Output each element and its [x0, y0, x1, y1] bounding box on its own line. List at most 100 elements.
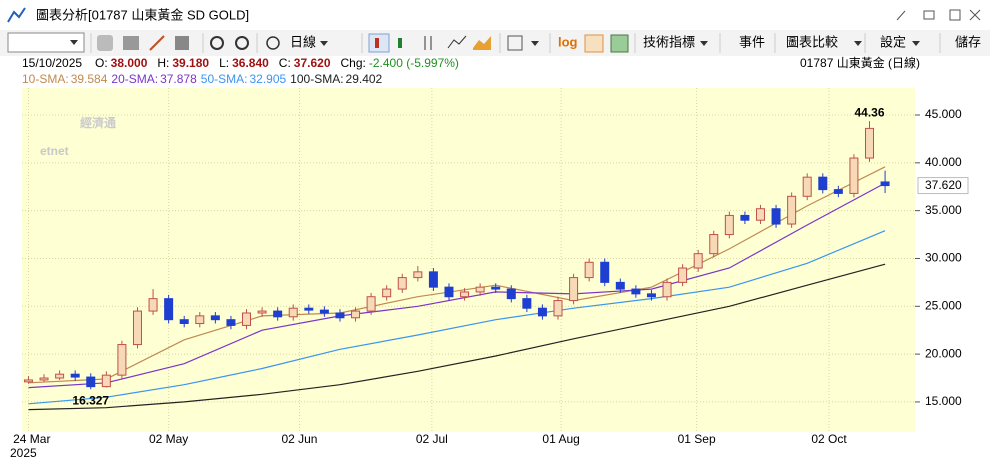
ma-line [28, 230, 886, 405]
y-tick-label: 30.000 [925, 251, 962, 265]
candle-body [646, 293, 656, 298]
candle-body [506, 288, 516, 300]
pin-button[interactable] [896, 10, 906, 21]
arrow [320, 41, 920, 46]
candle-body [55, 373, 65, 379]
legend-value: 29.402 [346, 72, 383, 86]
x-tick-label: 01 Sep [678, 432, 716, 446]
ohlc-icon[interactable] [424, 36, 432, 50]
candle-body [475, 286, 485, 293]
info-value: -2.400 (-5.997%) [369, 56, 459, 70]
info-value: 39.180 [172, 56, 209, 70]
candle-body [242, 312, 252, 326]
compare-button[interactable]: 圖表比較 [786, 34, 838, 49]
info-line: O: 38.000 H: 39.180 L: 36.840 C: 37.620 Chg: -2.4… [95, 56, 459, 70]
period-button[interactable]: 日線 [290, 34, 316, 49]
export-icon[interactable] [610, 34, 629, 53]
legend-name: 100-SMA: [290, 72, 343, 86]
info-value: 37.620 [294, 56, 331, 70]
info-value: 36.840 [232, 56, 269, 70]
x-tick-label: 02 Jul [416, 432, 448, 446]
compare-tool[interactable] [175, 36, 189, 50]
y-tick-label: 25.000 [925, 298, 962, 312]
legend-value: 32.905 [249, 72, 286, 86]
window-controls [896, 9, 981, 21]
zoom-in[interactable] [210, 36, 224, 50]
events-button[interactable]: 事件 [739, 34, 765, 49]
candle-body [522, 298, 532, 309]
x-year-label: 2025 [10, 446, 37, 460]
candle-body [132, 310, 142, 346]
save-button[interactable]: 儲存 [955, 34, 981, 49]
candle-body [210, 315, 220, 321]
grid-icon[interactable] [507, 35, 523, 51]
x-tick-label: 02 Jun [281, 432, 317, 446]
legend-name: 50-SMA: [201, 72, 248, 86]
candle-body [491, 286, 501, 290]
candle-body [553, 300, 563, 317]
candle-body [865, 127, 875, 159]
plot: 15.000 20.000 25.000 30.000 35.000 40.000 45.0… [13, 88, 969, 446]
overlay-icon[interactable] [584, 34, 604, 53]
zoom-tool[interactable] [123, 36, 139, 50]
candle-body [117, 344, 127, 376]
candle-body [288, 307, 298, 318]
candle-body [382, 288, 392, 298]
x-tick-label: 24 Mar [13, 432, 50, 446]
candle-body [148, 298, 158, 312]
candle-icon [375, 38, 379, 48]
separator [90, 33, 941, 53]
candle-body [335, 312, 345, 319]
y-tick-label: 15.000 [925, 394, 962, 408]
ma-line [28, 182, 886, 389]
candle2-icon[interactable] [398, 38, 402, 48]
toolbar-icons [97, 33, 629, 53]
candle-body [195, 315, 205, 325]
candle-body [460, 291, 470, 298]
maximize-button[interactable] [949, 9, 961, 21]
candle-body [428, 271, 438, 288]
candle-body [755, 208, 765, 221]
draw-tool[interactable] [149, 35, 165, 51]
minimize-button[interactable] [923, 10, 935, 20]
low-label: 16.327 [72, 393, 109, 407]
info-stock: 01787 山東黃金 (日線) [800, 55, 920, 70]
candle-body [693, 253, 703, 269]
watermark-chinese: 經濟通 [80, 115, 116, 130]
candle-body [740, 214, 750, 221]
info-key: L: [219, 56, 229, 70]
x-tick-label: 02 May [149, 432, 188, 446]
watermark-latin: etnet [40, 144, 69, 158]
toolbar [0, 30, 990, 56]
stock-input[interactable] [7, 32, 85, 53]
area-icon[interactable] [473, 36, 491, 50]
candle-body [257, 310, 267, 314]
candle-body [615, 281, 625, 290]
legend-value: 37.878 [160, 72, 197, 86]
log-button[interactable]: log [558, 34, 578, 49]
candle-body [39, 377, 49, 381]
zoom-out[interactable] [235, 36, 249, 50]
candle-body [771, 208, 781, 225]
candle-body [444, 286, 454, 298]
candle-body [366, 296, 376, 312]
x-tick-label: 02 Oct [811, 432, 847, 446]
close-button[interactable] [969, 9, 981, 21]
period-icon[interactable] [266, 36, 280, 50]
candle-body [397, 277, 407, 290]
line-icon[interactable] [447, 35, 467, 49]
indicators-button[interactable]: 技術指標 [643, 34, 695, 49]
hand-tool[interactable] [97, 35, 113, 51]
dropdown-arrows [320, 41, 920, 46]
candle-body [304, 307, 314, 311]
info-key: O: [95, 56, 108, 70]
candle-body [678, 267, 688, 283]
title-bar [0, 0, 990, 30]
ma-line [28, 166, 886, 384]
candle-body [70, 373, 80, 378]
legend: 10-SMA: 39.584 20-SMA: 37.878 50-SMA: 32.905 1… [22, 72, 383, 86]
candle-body [802, 176, 812, 197]
settings-button[interactable]: 設定 [880, 34, 906, 49]
candle-body [226, 319, 236, 326]
y-tick-label: 45.000 [925, 107, 962, 121]
